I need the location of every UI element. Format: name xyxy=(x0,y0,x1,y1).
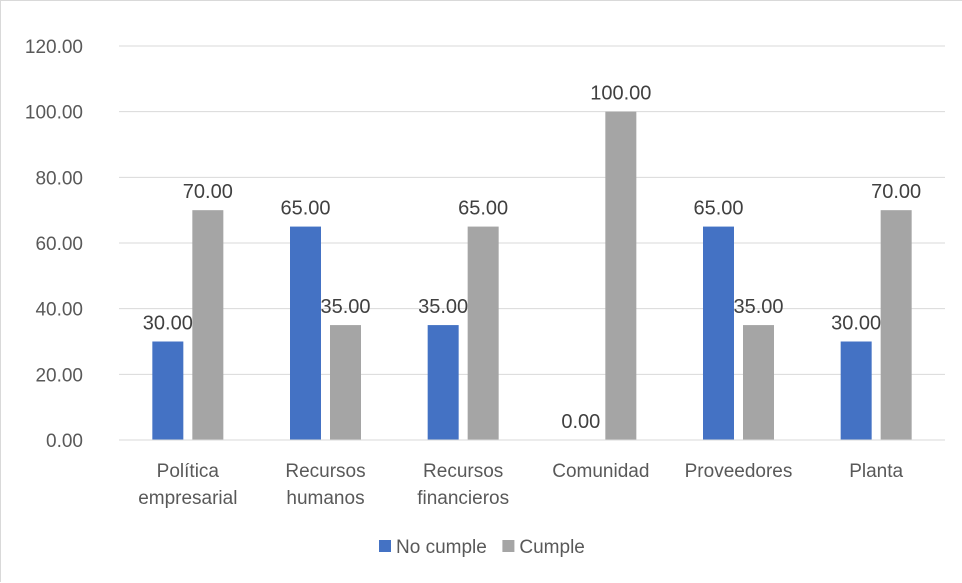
category-label: Planta xyxy=(849,461,903,482)
x-axis: Política empresarial Recursos humanos Recurs… xyxy=(119,439,945,509)
bar-cumple xyxy=(192,210,224,440)
legend-swatch xyxy=(379,540,391,552)
y-tick-label: 120.00 xyxy=(25,37,83,58)
bar-no-cumple xyxy=(152,341,184,440)
bar-cumple xyxy=(605,111,637,441)
data-label: 70.00 xyxy=(183,181,233,203)
y-tick-label: 60.00 xyxy=(35,234,83,255)
data-label: 65.00 xyxy=(693,198,743,220)
bar-cumple xyxy=(743,325,774,440)
category-label: Comunidad xyxy=(552,461,649,482)
y-tick-label: 100.00 xyxy=(25,103,83,124)
y-tick-label: 20.00 xyxy=(35,365,83,386)
data-label: 100.00 xyxy=(590,83,651,105)
y-tick-label: 0.00 xyxy=(46,431,83,452)
bar-no-cumple xyxy=(427,325,459,440)
data-label: 30.00 xyxy=(831,313,881,335)
category-label: humanos xyxy=(286,488,364,509)
gridlines xyxy=(119,45,945,375)
legend: No cumple Cumple xyxy=(379,537,585,558)
category-label: Recursos xyxy=(285,461,365,482)
bar-no-cumple xyxy=(840,341,872,440)
y-axis: 0.00 20.00 40.00 60.00 80.00 100.00 120.00 xyxy=(25,37,83,452)
data-label: 0.00 xyxy=(561,411,600,433)
data-label: 30.00 xyxy=(143,313,193,335)
data-labels: 30.00 70.00 65.00 35.00 35.00 65.00 0.00 100.00… xyxy=(143,83,921,433)
category-label: empresarial xyxy=(138,488,237,509)
data-label: 70.00 xyxy=(871,181,921,203)
bar-cumple xyxy=(880,210,912,440)
data-label: 65.00 xyxy=(458,198,508,220)
y-tick-label: 40.00 xyxy=(35,300,83,321)
data-label: 65.00 xyxy=(280,198,330,220)
bar-cumple xyxy=(467,226,499,440)
category-label: Recursos xyxy=(423,461,503,482)
bars xyxy=(152,111,912,441)
y-tick-label: 80.00 xyxy=(35,168,83,189)
legend-label: Cumple xyxy=(519,537,584,558)
data-label: 35.00 xyxy=(733,296,783,318)
legend-label: No cumple xyxy=(396,537,487,558)
category-label: financieros xyxy=(417,488,509,509)
data-label: 35.00 xyxy=(320,296,370,318)
category-label: Política xyxy=(157,461,220,482)
bar-no-cumple xyxy=(290,226,321,440)
category-label: Proveedores xyxy=(685,461,793,482)
bar-no-cumple xyxy=(703,226,734,440)
data-label: 35.00 xyxy=(418,296,468,318)
legend-swatch xyxy=(502,540,515,552)
bar-cumple xyxy=(330,325,361,440)
